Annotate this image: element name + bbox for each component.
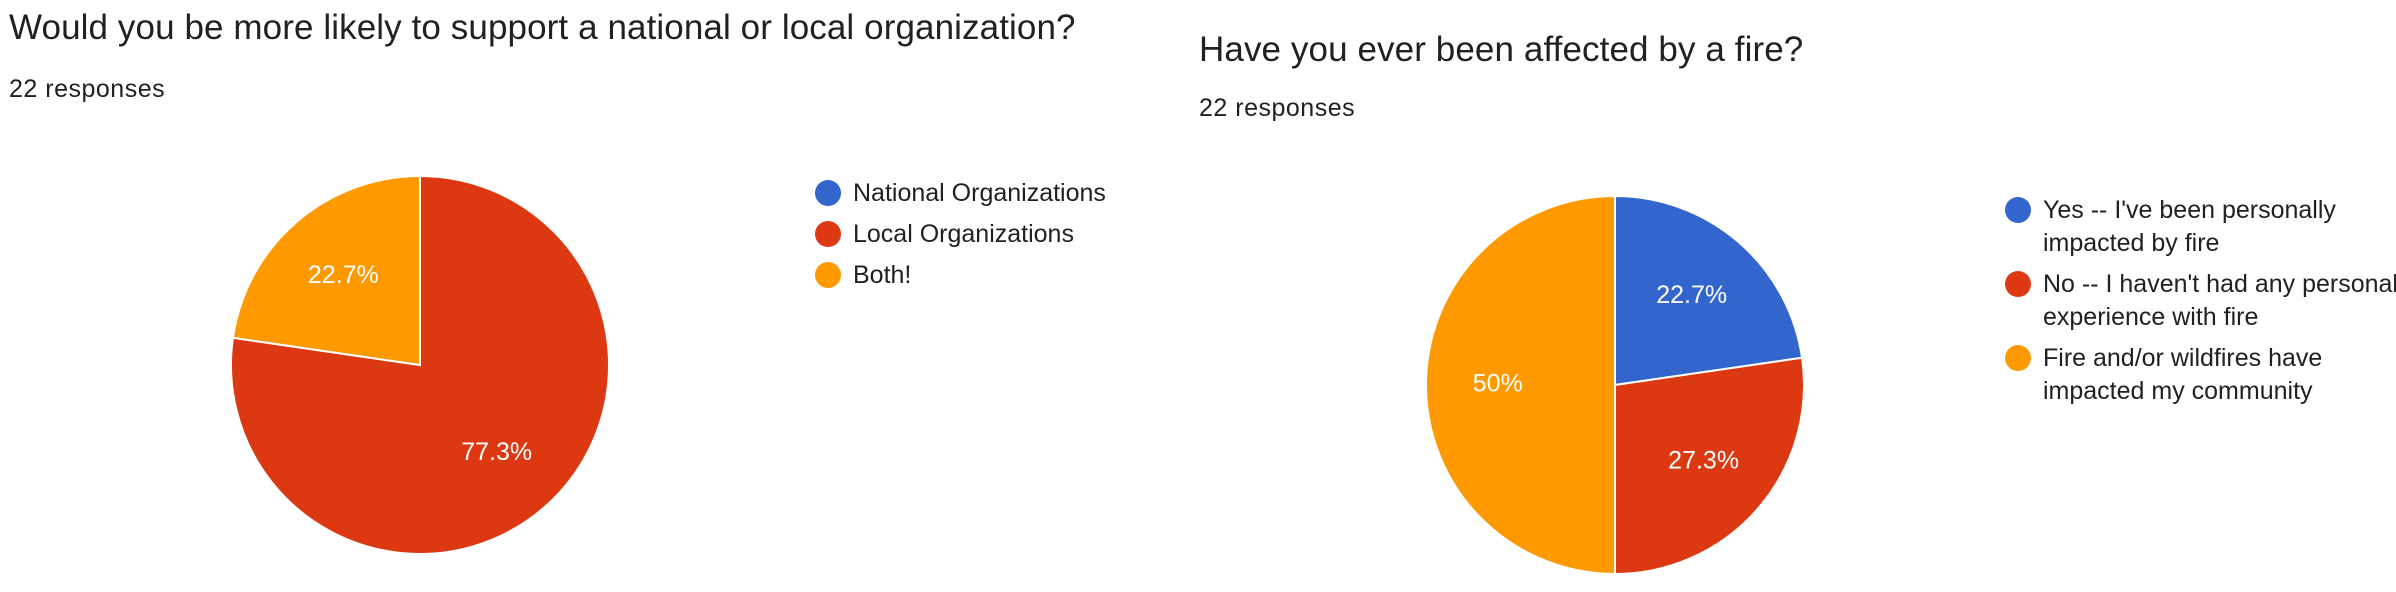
legend-item-community[interactable]: Fire and/or wildfires have impacted my c… [2005, 342, 2396, 408]
pie-slice-yes-i-ve-been-personally-impac[interactable] [1614, 194, 1804, 387]
chart-title: Would you be more likely to support a na… [9, 8, 1076, 47]
legend-label: Fire and/or wildfires have impacted my c… [2043, 344, 2323, 405]
legend-item-national[interactable]: National Organizations [815, 177, 1106, 210]
legend-label: Yes -- I've been personally impacted by … [2043, 196, 2336, 257]
pie-slice-fire-and-or-wildfires-have-imp[interactable] [1425, 194, 1616, 576]
legend-item-local[interactable]: Local Organizations [815, 218, 1106, 251]
slice-label-fire-and-or-wildfires-have-imp: 50% [1473, 370, 1523, 398]
legend-swatch-yes [2005, 197, 2031, 223]
slice-label-yes-i-ve-been-personally-impac: 22.7% [1656, 281, 1727, 309]
legend-label: National Organizations [853, 179, 1106, 207]
pie-slice-no-i-haven-t-had-any-personal-[interactable] [1614, 356, 1805, 576]
slice-label-local-organizations: 77.3% [461, 438, 532, 466]
legend-item-both[interactable]: Both! [815, 259, 1106, 292]
slice-label-both: 22.7% [308, 261, 379, 289]
legend-swatch-no [2005, 271, 2031, 297]
legend-label: Local Organizations [853, 220, 1074, 248]
legend-swatch-both [815, 262, 841, 288]
legend-item-yes[interactable]: Yes -- I've been personally impacted by … [2005, 194, 2396, 260]
pie-slice-both[interactable] [231, 174, 421, 367]
chart-legend: National Organizations Local Organizatio… [815, 177, 1106, 300]
chart-panel-organization: Would you be more likely to support a na… [0, 0, 1190, 592]
slice-label-no-i-haven-t-had-any-personal-: 27.3% [1668, 446, 1739, 474]
pie-chart-fire: 22.7% 27.3% 50% [1425, 194, 1805, 576]
chart-panel-fire: Have you ever been affected by a fire? 2… [1190, 0, 2396, 592]
chart-title: Have you ever been affected by a fire? [1199, 30, 1804, 69]
legend-item-no[interactable]: No -- I haven't had any personal experie… [2005, 268, 2396, 334]
response-count: 22 responses [1199, 94, 1356, 122]
legend-label: Both! [853, 261, 912, 289]
response-count: 22 responses [9, 75, 166, 103]
pie-chart-organization: 77.3% 22.7% [230, 174, 610, 555]
legend-swatch-community [2005, 345, 2031, 371]
legend-swatch-national [815, 180, 841, 206]
legend-label: No -- I haven't had any personal experie… [2043, 270, 2396, 331]
legend-swatch-local [815, 221, 841, 247]
chart-legend: Yes -- I've been personally impacted by … [2005, 194, 2396, 416]
